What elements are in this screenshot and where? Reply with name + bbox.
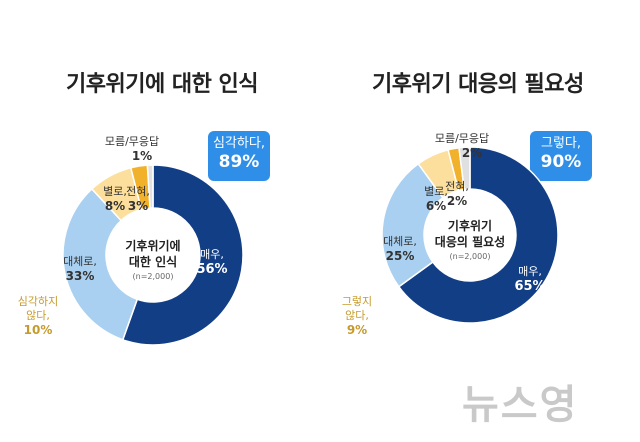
- group-label-value: 10%: [24, 323, 53, 337]
- highlight-badge-serious: 심각하다, 89%: [208, 131, 270, 181]
- chart-title-perception: 기후위기에 대한 인식: [66, 72, 258, 97]
- center-sample-size: (n=2,000): [450, 252, 491, 261]
- group-label-value: 9%: [347, 323, 367, 337]
- slice-value-not-really: 6%: [426, 199, 446, 213]
- slice-label-no-answer: 모름/무응답: [435, 132, 489, 145]
- slice-label-fairly: 대체로,: [383, 235, 417, 248]
- slice-very-1: [397, 146, 559, 324]
- slice-label-no-answer: 모름/무응답: [105, 135, 159, 148]
- slice-value-not-at-all: 2%: [447, 194, 467, 208]
- center-label-line1: 기후위기: [448, 218, 492, 233]
- center-label-line2: 대응의 필요성: [435, 234, 505, 249]
- center-sample-size: (n=2,000): [133, 272, 174, 281]
- slice-value-no-answer: 1%: [132, 149, 152, 163]
- slice-very-0: [121, 164, 244, 346]
- slice-value-not-really: 8%: [105, 199, 125, 213]
- slice-value-no-answer: 2%: [462, 146, 482, 160]
- slice-fairly-0: [62, 187, 139, 341]
- badge-value: 90%: [540, 152, 582, 173]
- slice-no-answer-1: [458, 146, 471, 191]
- group-label-line2: 않다,: [26, 309, 50, 322]
- center-label-line2: 대한 인식: [129, 254, 177, 269]
- slice-label-very: 매우,: [518, 265, 542, 278]
- slice-value-fairly: 25%: [386, 249, 415, 263]
- center-label-line1: 기후위기에: [125, 238, 180, 253]
- badge-label: 심각하다,: [213, 136, 265, 151]
- slice-label-not-really: 별로,: [424, 185, 448, 198]
- badge-value: 89%: [218, 152, 260, 173]
- badge-label: 그렇다,: [540, 136, 581, 151]
- slice-label-very: 매우,: [200, 248, 224, 261]
- slice-label-not-at-all: 전혀,: [126, 185, 150, 198]
- group-label-line1: 심각하지: [18, 294, 58, 308]
- group-label-line1: 그렇지: [342, 295, 372, 308]
- slice-label-fairly: 대체로,: [63, 255, 97, 268]
- slice-value-fairly: 33%: [66, 269, 95, 283]
- slice-label-not-at-all: 전혀,: [445, 180, 469, 193]
- slice-label-not-really: 별로,: [103, 185, 127, 198]
- slice-value-not-at-all: 3%: [128, 199, 148, 213]
- slice-no-answer-0: [146, 164, 154, 209]
- slice-value-very: 65%: [514, 279, 545, 294]
- chart-title-necessity: 기후위기 대응의 필요성: [372, 72, 584, 97]
- group-label-line2: 않다,: [345, 309, 369, 322]
- watermark-logo: 뉴스영: [462, 382, 579, 428]
- highlight-badge-agree: 그렇다, 90%: [530, 131, 592, 181]
- slice-fairly-1: [381, 162, 445, 288]
- slice-value-very: 56%: [196, 262, 227, 277]
